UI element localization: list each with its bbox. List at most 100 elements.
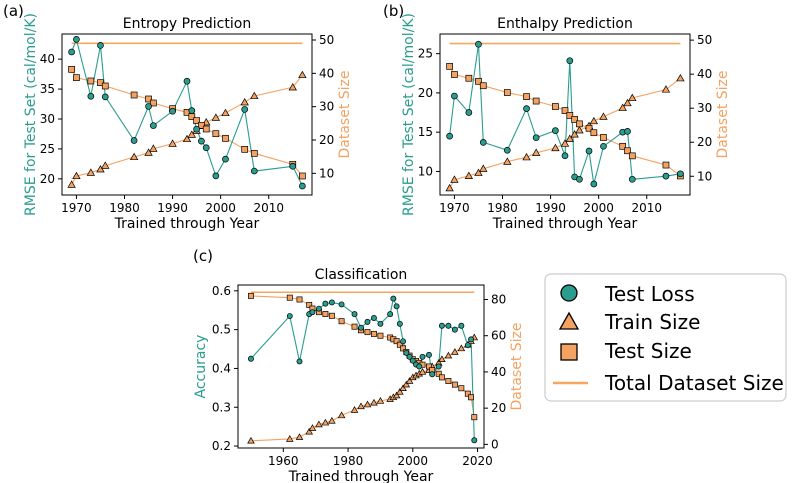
- test-loss-point: [247, 355, 254, 362]
- train-size-point: [288, 83, 297, 91]
- test-size-point: [576, 120, 583, 128]
- legend-label-test-loss: Test Loss: [604, 282, 695, 306]
- test-loss-point: [87, 92, 95, 100]
- y-tick-label: 10: [418, 164, 433, 178]
- train-size-point: [305, 427, 314, 435]
- test-loss-point: [68, 48, 75, 56]
- x-tick-label: 2010: [253, 201, 284, 215]
- test-loss-point: [296, 358, 303, 365]
- test-size-point: [451, 381, 458, 388]
- y2-axis-label: Dataset Size: [715, 70, 731, 158]
- test-loss-point: [419, 353, 426, 360]
- test-loss-point: [479, 139, 487, 146]
- y2-tick-label: 30: [319, 100, 334, 114]
- x-tick-label: 2000: [205, 201, 236, 215]
- test-loss-point: [451, 326, 458, 333]
- test-loss-point: [358, 324, 364, 331]
- y-tick-label: 25: [418, 47, 433, 61]
- test-size-point: [619, 142, 627, 150]
- test-size-point: [198, 121, 205, 129]
- test-loss-point: [416, 363, 423, 370]
- plot-frame: [439, 33, 691, 196]
- train-size-point: [315, 420, 323, 428]
- test-size-point: [202, 125, 210, 133]
- test-size-point: [585, 124, 593, 132]
- test-loss-point: [101, 93, 109, 101]
- plot-frame: [61, 33, 313, 196]
- x-tick-label: 1980: [333, 454, 364, 468]
- train-size-point: [589, 116, 599, 125]
- test-loss-point: [309, 309, 316, 316]
- test-loss-point: [169, 107, 176, 115]
- test-loss-point: [409, 357, 416, 364]
- y-axis-label: RMSE for Test Set (cal/mol/K): [23, 13, 39, 216]
- test-loss-point: [624, 128, 631, 135]
- train-size-point: [221, 108, 230, 117]
- test-size-point: [552, 103, 559, 110]
- test-size-point: [600, 134, 607, 141]
- test-loss-point: [299, 182, 306, 190]
- test-size-point: [193, 117, 200, 125]
- test-loss-point: [338, 301, 345, 308]
- test-loss-point: [503, 146, 511, 154]
- test-size-point: [247, 292, 254, 299]
- test-loss-point: [445, 322, 452, 329]
- train-size-point: [211, 113, 221, 121]
- y2-tick-label: 40: [319, 66, 334, 80]
- x-tick-label: 2000: [398, 454, 429, 468]
- test-loss-point: [446, 132, 453, 140]
- train-size-point: [295, 433, 304, 440]
- test-size-point: [662, 161, 670, 169]
- train-size-point: [570, 130, 579, 138]
- y2-tick-label: 50: [319, 33, 334, 47]
- test-loss-point: [315, 305, 322, 312]
- test-size-point: [624, 147, 631, 155]
- test-size-point: [328, 312, 335, 319]
- train-size-point: [450, 175, 459, 183]
- y2-axis-label: Dataset Size: [337, 70, 353, 158]
- train-size-point: [96, 165, 105, 173]
- test-size-point: [364, 329, 371, 336]
- x-tick-label: 1990: [535, 201, 566, 215]
- y2-tick-label: 20: [697, 135, 712, 149]
- panel-label-a: (a): [3, 2, 24, 20]
- test-loss-point: [222, 155, 229, 163]
- x-axis-label: Trained through Year: [492, 216, 638, 232]
- test-loss-point: [561, 152, 569, 160]
- train-size-point: [350, 406, 359, 413]
- test-size-point: [566, 112, 574, 119]
- train-size-point: [402, 380, 411, 388]
- train-size-point: [308, 424, 317, 431]
- legend-marker-train-size: [558, 311, 580, 330]
- test-size-point: [400, 345, 407, 352]
- test-loss-point: [585, 147, 593, 155]
- test-size-point: [464, 390, 471, 397]
- y-tick-label: 0.4: [212, 361, 231, 375]
- x-tick-label: 1980: [487, 201, 518, 215]
- test-loss-point: [458, 322, 465, 329]
- train-size-point: [72, 171, 81, 180]
- test-loss-point: [212, 172, 220, 180]
- test-loss-point: [396, 320, 403, 327]
- train-size-point: [168, 139, 177, 147]
- test-loss-point: [188, 107, 196, 114]
- y-tick-label: 0.3: [212, 400, 231, 414]
- train-size-point: [321, 418, 330, 426]
- test-loss-point: [464, 342, 471, 349]
- test-size-point: [446, 62, 453, 70]
- x-tick-label: 2000: [583, 201, 614, 215]
- train-size-point: [479, 164, 488, 172]
- test-size-point: [241, 145, 249, 153]
- y2-tick-label: 30: [697, 101, 712, 115]
- test-loss-point: [241, 106, 249, 113]
- test-loss-point: [145, 103, 152, 110]
- y2-tick-label: 40: [697, 67, 712, 81]
- test-loss-point: [377, 320, 384, 327]
- x-tick-label: 2020: [462, 454, 493, 468]
- test-loss-point: [628, 175, 636, 183]
- test-loss-point: [451, 92, 458, 100]
- test-loss-point: [351, 311, 358, 318]
- test-size-point: [73, 74, 80, 82]
- test-loss-point: [286, 313, 293, 319]
